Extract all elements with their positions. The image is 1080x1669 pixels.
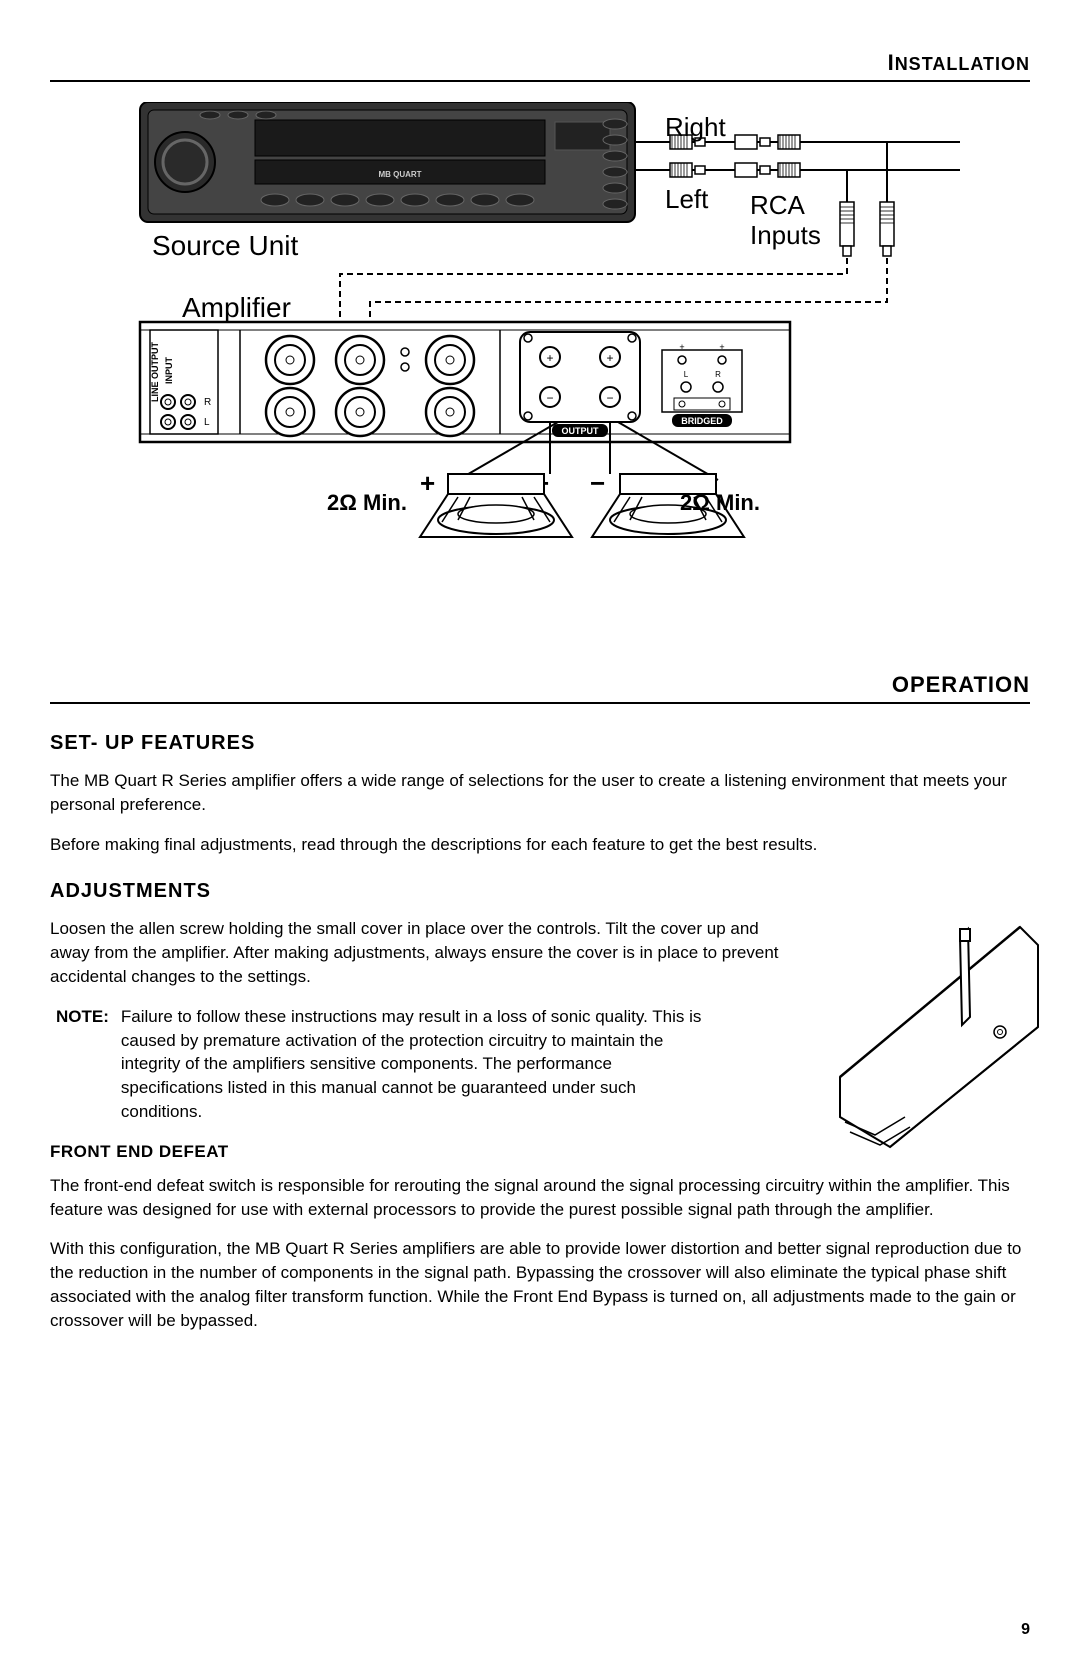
adjustments-block: Loosen the allen screw holding the small… [50,917,1030,1123]
svg-text:−: − [590,468,605,498]
setup-p1: The MB Quart R Series amplifier offers a… [50,769,1030,817]
svg-text:−: − [546,391,553,405]
header-initial: I [888,50,895,75]
diagram-svg: MB QUART [110,102,970,642]
installation-header: INSTALLATION [50,50,1030,82]
page-number: 9 [1021,1621,1030,1639]
svg-text:+: + [719,342,724,352]
note-text: Failure to follow these instructions may… [121,1005,710,1124]
label-rca: RCA [750,190,805,221]
adjust-p1: Loosen the allen screw holding the small… [50,917,780,988]
setup-features-heading: SET- UP FEATURES [50,732,1030,755]
label-left: Left [665,184,708,215]
svg-text:MB QUART: MB QUART [378,170,421,179]
svg-text:+: + [546,351,553,365]
adjustments-heading: ADJUSTMENTS [50,880,1030,903]
label-amplifier: Amplifier [182,292,291,324]
svg-text:+: + [420,468,435,498]
svg-text:R: R [715,370,721,379]
svg-text:L: L [684,370,689,379]
svg-text:R: R [204,397,211,408]
wiring-diagram: Right Left RCA Inputs Source Unit Amplif… [110,102,970,642]
op-rest: PERATION [910,672,1030,697]
speaker-left [420,474,572,537]
svg-text:+: + [679,342,684,352]
front-p1: The front-end defeat switch is responsib… [50,1174,1030,1222]
op-initial: O [892,672,910,697]
svg-text:INPUT: INPUT [164,356,174,384]
operation-header: OPERATION [50,672,1030,704]
cover-illustration [820,917,1040,1157]
svg-text:L: L [204,417,210,428]
label-inputs: Inputs [750,220,821,251]
front-p2: With this configuration, the MB Quart R … [50,1237,1030,1332]
header-rest: NSTALLATION [895,54,1030,74]
svg-text:−: − [606,391,613,405]
svg-text:BRIDGED: BRIDGED [681,416,723,426]
svg-text:OUTPUT: OUTPUT [562,426,600,436]
svg-text:LINE OUTPUT: LINE OUTPUT [150,341,160,402]
label-right: Right [665,112,726,143]
note-block: NOTE: Failure to follow these instructio… [50,1005,710,1124]
svg-text:+: + [606,351,613,365]
label-min-left: 2Ω Min. [327,490,407,516]
label-min-right: 2Ω Min. [680,490,760,516]
label-source-unit: Source Unit [152,230,298,262]
setup-p2: Before making final adjustments, read th… [50,833,1030,857]
note-label: NOTE: [56,1005,121,1124]
